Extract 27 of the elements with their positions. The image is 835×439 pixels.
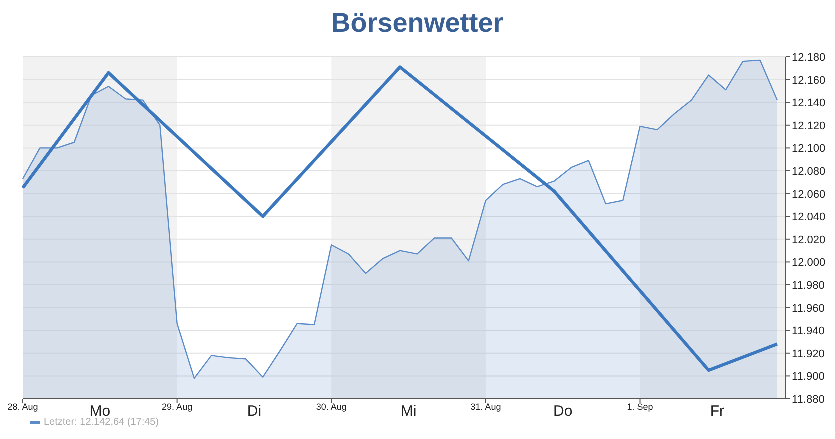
y-tick-label: 12.100 bbox=[792, 143, 826, 156]
text: Di bbox=[247, 403, 262, 420]
text: Mi bbox=[400, 403, 417, 420]
x-tick-label: 31. Aug bbox=[470, 402, 502, 412]
y-tick-label: 12.120 bbox=[792, 120, 826, 132]
y-tick-label: 11.880 bbox=[792, 394, 825, 406]
y-tick-label: 12.020 bbox=[792, 234, 826, 246]
text: Fr bbox=[710, 403, 724, 420]
y-tick-label: 11.940 bbox=[792, 326, 825, 338]
y-tick-label: 12.000 bbox=[792, 257, 826, 270]
y-tick-label: 12.080 bbox=[792, 166, 826, 178]
x-tick-label: 29. Aug bbox=[162, 402, 193, 412]
x-tick-label: 1. Sep bbox=[627, 402, 654, 412]
x-tick-label: 28. Aug bbox=[8, 402, 38, 412]
y-tick-label: 11.920 bbox=[792, 348, 825, 360]
y-tick-label: 12.060 bbox=[792, 188, 826, 201]
y-tick-label: 12.040 bbox=[792, 212, 826, 224]
y-tick-label: 11.960 bbox=[792, 302, 825, 315]
y-tick-label: 11.980 bbox=[792, 280, 825, 292]
y-tick-label: 12.140 bbox=[792, 98, 826, 110]
y-tick-label: 12.160 bbox=[792, 74, 826, 87]
y-tick-label: 11.900 bbox=[792, 371, 825, 384]
y-tick-label: 12.180 bbox=[792, 52, 826, 64]
x-tick-label: 30. Aug bbox=[316, 402, 347, 412]
text: Do bbox=[554, 403, 573, 420]
chart-title: Börsenwetter bbox=[331, 8, 504, 38]
legend-label: Letzter: 12.142,64 (17:45) bbox=[44, 417, 160, 428]
